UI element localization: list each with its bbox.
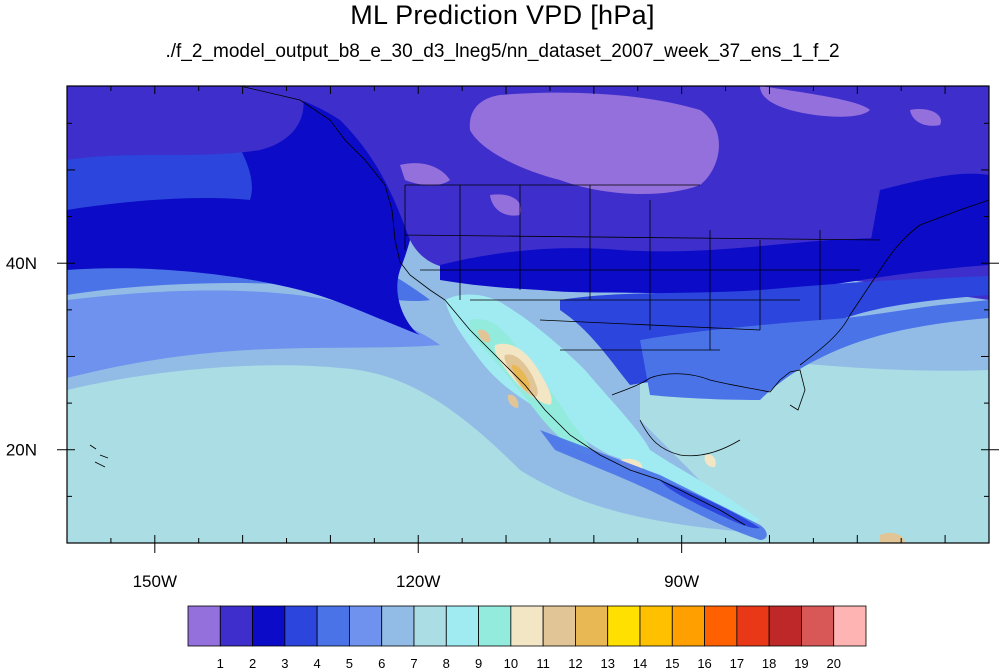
colorbar-label: 8 (443, 656, 450, 671)
colorbar-swatch (478, 605, 512, 647)
colorbar-label: 12 (568, 656, 582, 671)
colorbar-swatch (639, 605, 673, 647)
colorbar: 1 2 3 4 5 6 7 8 9 10 11 12 13 14 15 16 17 18 19 20 (187, 605, 867, 671)
map-ticks (57, 86, 999, 553)
colorbar-label: 20 (826, 656, 840, 671)
map-subtitle: ./f_2_model_output_b8_e_30_d3_lneg5/nn_d… (165, 41, 840, 62)
colorbar-label: 6 (378, 656, 385, 671)
colorbar-swatch (219, 605, 253, 647)
colorbar-label: 17 (730, 656, 744, 671)
lon-tick-label: 150W (133, 572, 177, 591)
colorbar-swatch (833, 605, 867, 647)
colorbar-label: 5 (346, 656, 353, 671)
colorbar-swatch (768, 605, 802, 647)
lon-tick-label: 120W (396, 572, 440, 591)
colorbar-label: 10 (504, 656, 518, 671)
colorbar-label: 13 (600, 656, 614, 671)
colorbar-swatch (607, 605, 641, 647)
colorbar-swatch (801, 605, 835, 647)
colorbar-swatch (445, 605, 479, 647)
map-title: ML Prediction VPD [hPa] (350, 0, 655, 30)
colorbar-label: 14 (633, 656, 647, 671)
map-coastlines (89, 86, 989, 526)
colorbar-swatch (413, 605, 447, 647)
colorbar-label: 15 (665, 656, 679, 671)
map-frame (66, 85, 990, 544)
colorbar-swatch (284, 605, 318, 647)
colorbar-swatch (704, 605, 738, 647)
colorbar-swatch (349, 605, 383, 647)
colorbar-swatch (671, 605, 705, 647)
contour-field (67, 86, 989, 543)
colorbar-swatch (736, 605, 770, 647)
colorbar-swatch (510, 605, 544, 647)
colorbar-label: 19 (794, 656, 808, 671)
colorbar-swatch (542, 605, 576, 647)
map-tick-labels: 150W 120W 90W 40N 20N (6, 254, 699, 591)
colorbar-label: 3 (281, 656, 288, 671)
colorbar-label: 4 (314, 656, 321, 671)
colorbar-label: 18 (762, 656, 776, 671)
colorbar-label: 7 (410, 656, 417, 671)
lat-tick-label: 20N (6, 441, 37, 460)
colorbar-swatch (575, 605, 609, 647)
colorbar-swatch (252, 605, 286, 647)
colorbar-label: 9 (475, 656, 482, 671)
colorbar-label: 1 (217, 656, 224, 671)
lon-tick-label: 90W (664, 572, 699, 591)
colorbar-label: 16 (697, 656, 711, 671)
colorbar-swatch (187, 605, 221, 647)
colorbar-label: 2 (249, 656, 256, 671)
colorbar-label: 11 (536, 656, 550, 671)
lat-tick-label: 40N (6, 254, 37, 273)
colorbar-swatch (381, 605, 415, 647)
colorbar-swatch (316, 605, 350, 647)
